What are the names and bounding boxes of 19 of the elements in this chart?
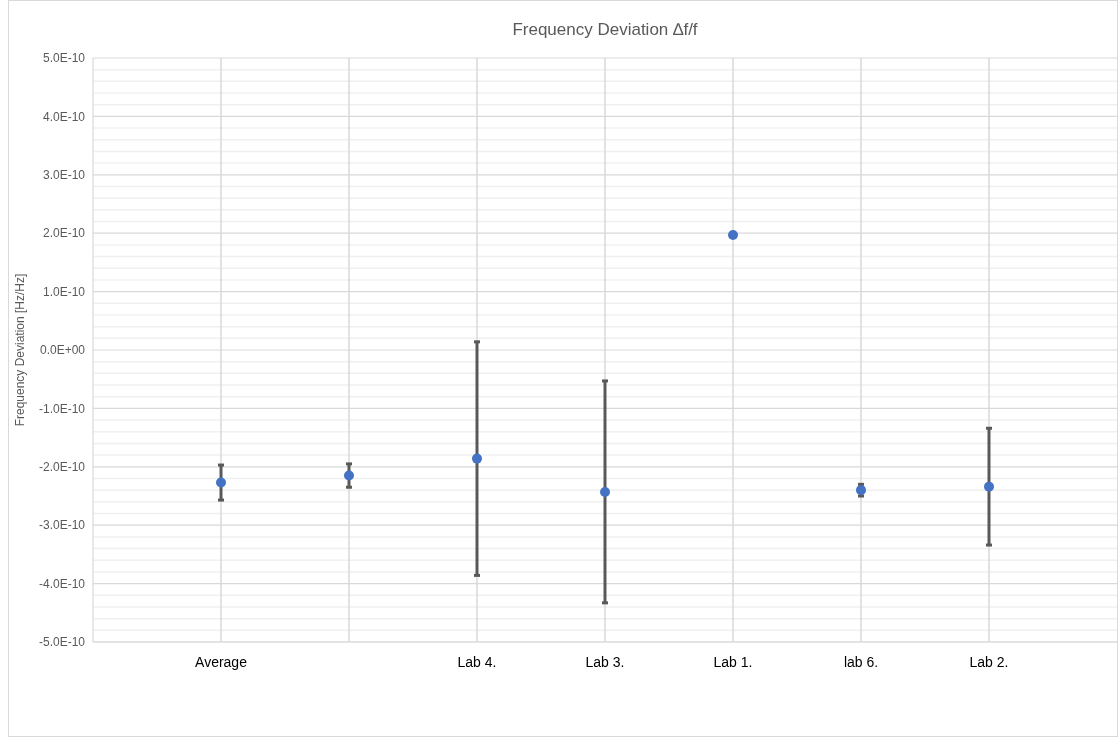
x-tick-label: Lab 4.	[457, 654, 497, 670]
y-axis-title: Frequency Deviation [Hz/Hz]	[13, 273, 27, 427]
y-tick-label: -2.0E-10	[38, 460, 86, 474]
y-tick-label: -4.0E-10	[38, 576, 86, 591]
chart-title: Frequency Deviation ∆f/f	[512, 20, 698, 39]
x-tick-label: Lab 2.	[969, 654, 1009, 670]
x-tick-label: Lab 1.	[713, 654, 753, 670]
y-tick-label: -3.0E-10	[38, 518, 86, 533]
x-tick-label: Average	[195, 654, 248, 670]
y-tick-label: -5.0E-10	[38, 635, 86, 650]
x-tick-label: lab 6.	[843, 654, 879, 670]
y-tick-label: 1.0E-10	[42, 284, 86, 299]
y-tick-label: 2.0E-10	[42, 226, 86, 241]
y-tick-label: 4.0E-10	[42, 109, 86, 124]
y-tick-label: 3.0E-10	[42, 168, 86, 182]
y-tick-label: -1.0E-10	[38, 401, 86, 416]
y-tick-label: 5.0E-10	[42, 51, 86, 66]
y-tick-label: 0.0E+00	[39, 343, 86, 358]
x-tick-label: Lab 3.	[585, 654, 625, 670]
